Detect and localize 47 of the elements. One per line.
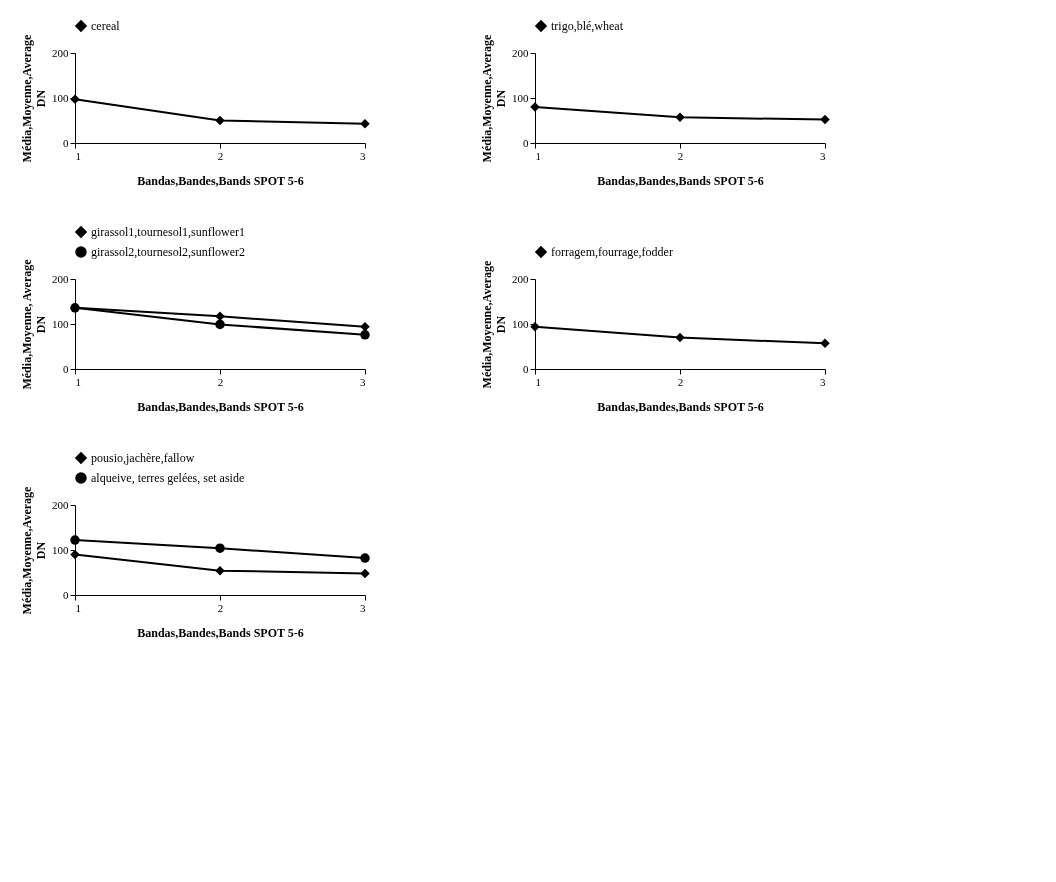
y-tick-label: 200 (52, 498, 69, 511)
x-tick-label: 2 (217, 375, 224, 388)
legend-label: pousio,jachère,fallow (91, 451, 195, 465)
x-tick-label: 2 (217, 601, 224, 614)
legend-label: alqueive, terres gelées, set aside (91, 471, 245, 485)
legend-label: trigo,blé,wheat (551, 19, 624, 33)
y-tick-label: 100 (512, 317, 529, 330)
x-axis-title: Bandas,Bandes,Bands SPOT 5-6 (597, 173, 764, 188)
x-tick-label: 1 (75, 149, 81, 162)
x-tick-label: 2 (677, 149, 684, 162)
x-tick-label: 3 (360, 375, 366, 388)
y-tick-label: 0 (63, 362, 69, 375)
y-tick-label: 0 (523, 136, 529, 149)
y-tick-label: 100 (52, 317, 69, 330)
x-axis-title: Bandas,Bandes,Bands SPOT 5-6 (137, 173, 304, 188)
legend-label: girassol1,tournesol1,sunflower1 (91, 225, 245, 239)
y-tick-label: 0 (63, 136, 69, 149)
y-tick-label: 100 (52, 543, 69, 556)
y-axis-title: Média,Moyenne,Average DN (480, 259, 508, 389)
y-tick-label: 100 (52, 91, 69, 104)
x-tick-label: 1 (75, 375, 81, 388)
y-axis-title: Média,Moyenne,Average DN (480, 33, 508, 163)
x-axis-title: Bandas,Bandes,Bands SPOT 5-6 (137, 625, 304, 640)
x-tick-label: 2 (217, 149, 224, 162)
y-tick-label: 200 (512, 46, 529, 59)
x-axis-title: Bandas,Bandes,Bands SPOT 5-6 (137, 399, 304, 414)
x-tick-label: 3 (360, 601, 366, 614)
x-tick-label: 3 (820, 149, 826, 162)
x-tick-label: 1 (535, 149, 541, 162)
x-tick-label: 3 (360, 149, 366, 162)
x-tick-label: 1 (535, 375, 541, 388)
legend-label: girassol2,tournesol2,sunflower2 (91, 245, 245, 259)
y-tick-label: 200 (52, 272, 69, 285)
y-tick-label: 200 (512, 272, 529, 285)
legend-label: forragem,fourrage,fodder (551, 245, 673, 259)
x-tick-label: 3 (820, 375, 826, 388)
y-tick-label: 100 (512, 91, 529, 104)
y-tick-label: 0 (523, 362, 529, 375)
x-axis-title: Bandas,Bandes,Bands SPOT 5-6 (597, 399, 764, 414)
y-axis-title: Média,Moyenne,Average DN (20, 485, 48, 615)
y-tick-label: 200 (52, 46, 69, 59)
y-axis-title: Média,Moyenne, Average DN (20, 258, 48, 390)
y-axis-title: Média,Moyenne,Average DN (20, 33, 48, 163)
legend-label: cereal (91, 19, 121, 33)
x-tick-label: 1 (75, 601, 81, 614)
x-tick-label: 2 (677, 375, 684, 388)
y-tick-label: 0 (63, 588, 69, 601)
